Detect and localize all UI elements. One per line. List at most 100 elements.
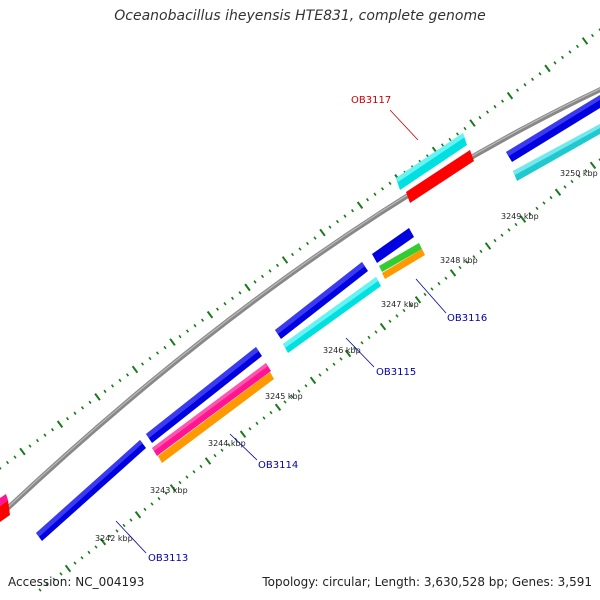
- major-tick: [204, 457, 212, 465]
- feature-red-ob3117[interactable]: [406, 150, 474, 203]
- minor-tick: [437, 281, 441, 286]
- minor-tick: [530, 77, 535, 81]
- feature-cyan-ob3117[interactable]: [396, 133, 467, 190]
- major-tick: [356, 201, 364, 209]
- major-tick: [206, 310, 214, 319]
- major-tick: [544, 64, 551, 73]
- major-tick: [414, 295, 422, 304]
- minor-tick: [409, 303, 413, 307]
- gene-pink-left-edge[interactable]: [0, 494, 8, 506]
- minor-tick: [28, 444, 32, 448]
- major-tick: [131, 365, 139, 374]
- gene-red-left-edge[interactable]: [0, 500, 10, 522]
- gene-blue-right[interactable]: [506, 95, 600, 162]
- minor-tick: [108, 534, 112, 538]
- minor-tick: [365, 198, 370, 202]
- minor-tick: [200, 318, 205, 322]
- major-tick: [484, 242, 492, 250]
- minor-tick: [275, 263, 280, 268]
- major-tick: [56, 420, 64, 428]
- minor-tick: [335, 219, 340, 224]
- minor-tick: [80, 556, 84, 560]
- minor-tick: [465, 260, 469, 264]
- minor-tick: [178, 334, 182, 339]
- minor-tick: [332, 362, 336, 366]
- minor-tick: [568, 50, 572, 54]
- minor-tick: [238, 291, 242, 295]
- minor-tick: [553, 61, 557, 65]
- minor-tick: [350, 209, 355, 213]
- minor-tick: [353, 346, 357, 350]
- minor-tick: [155, 351, 160, 355]
- gene-labels: OB3113 OB3114 OB3115 OB3116 OB3117: [148, 95, 487, 564]
- gene-ob3115[interactable]: [275, 262, 368, 339]
- minor-tick: [253, 280, 257, 284]
- major-tick: [274, 403, 282, 412]
- genome-stats-text: Topology: circular; Length: 3,630,528 bp…: [262, 575, 592, 589]
- minor-tick: [163, 345, 167, 350]
- tick-label: 3246 kbp: [323, 346, 361, 355]
- minor-tick: [65, 417, 70, 421]
- tick-label: 3248 kbp: [440, 256, 478, 265]
- minor-tick: [185, 329, 190, 333]
- major-tick: [244, 283, 251, 292]
- minor-tick: [440, 143, 445, 147]
- major-tick: [506, 91, 514, 100]
- tick-label: 3242 kbp: [95, 534, 133, 543]
- feature-pink[interactable]: [152, 363, 271, 456]
- tick-label: 3245 kbp: [265, 392, 303, 401]
- major-tick: [239, 430, 247, 438]
- minor-tick: [223, 302, 227, 306]
- minor-tick: [45, 582, 49, 587]
- gene-ob3116[interactable]: [372, 228, 414, 263]
- minor-tick: [478, 115, 482, 120]
- minor-tick: [538, 72, 542, 76]
- minor-tick: [157, 496, 161, 501]
- minor-tick: [230, 296, 235, 300]
- tick-label: 3249 kbp: [501, 212, 539, 221]
- minor-tick: [560, 55, 565, 60]
- minor-tick: [472, 255, 476, 259]
- minor-tick: [269, 410, 273, 415]
- gene-ob3114[interactable]: [146, 347, 262, 443]
- minor-tick: [52, 577, 56, 581]
- minor-tick: [367, 335, 371, 340]
- minor-tick: [479, 249, 483, 254]
- feature-orange[interactable]: [158, 372, 274, 463]
- gene-label-ob3115: OB3115: [376, 367, 416, 378]
- minor-tick: [485, 110, 490, 114]
- minor-tick: [458, 265, 462, 270]
- major-tick: [281, 256, 289, 264]
- minor-tick: [523, 83, 527, 87]
- minor-tick: [374, 330, 378, 334]
- minor-tick: [463, 126, 467, 131]
- feature-cyan-right[interactable]: [513, 124, 600, 181]
- minor-tick: [148, 356, 152, 361]
- minor-tick: [73, 411, 77, 415]
- tick-labels: 3242 kbp 3243 kbp 3244 kbp 3245 kbp 3246…: [95, 169, 598, 543]
- minor-tick: [514, 222, 518, 227]
- gene-ob3113[interactable]: [36, 440, 146, 541]
- minor-tick: [598, 28, 600, 32]
- minor-tick: [115, 529, 119, 533]
- minor-tick: [178, 480, 182, 485]
- minor-tick: [584, 169, 588, 173]
- minor-tick: [255, 421, 259, 426]
- major-tick: [449, 269, 457, 277]
- minor-tick: [395, 314, 399, 318]
- minor-tick: [318, 373, 322, 377]
- minor-tick: [360, 341, 364, 345]
- minor-tick: [290, 252, 295, 257]
- minor-tick: [515, 88, 520, 92]
- minor-tick: [5, 460, 10, 465]
- feature-green[interactable]: [379, 243, 422, 272]
- major-tick: [169, 484, 177, 492]
- minor-tick: [213, 453, 217, 458]
- minor-tick: [570, 179, 574, 184]
- minor-tick: [0, 466, 2, 470]
- minor-tick: [164, 491, 168, 495]
- major-tick: [519, 215, 527, 223]
- minor-tick: [118, 378, 122, 383]
- feature-cyan-1[interactable]: [283, 277, 381, 353]
- feature-orange-2[interactable]: [382, 249, 425, 279]
